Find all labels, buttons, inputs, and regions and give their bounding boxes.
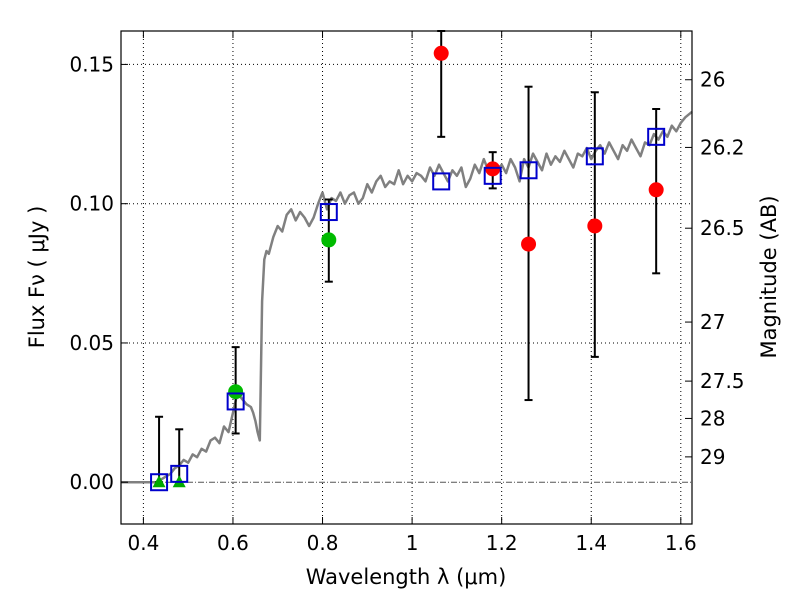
- model-photometry-square: [150, 473, 169, 492]
- y-tick-label: 0.10: [69, 192, 114, 216]
- y2-axis-label: Magnitude (AB): [757, 195, 781, 358]
- magnitude-tick-label: 29: [700, 445, 725, 469]
- magnitude-tick-label: 26: [700, 68, 725, 92]
- green-data-point: [321, 232, 337, 248]
- upper-limit-triangle: [152, 475, 166, 488]
- red-data-point: [587, 218, 603, 234]
- plot-frame: [120, 30, 693, 525]
- red-data-point: [485, 161, 501, 177]
- model-photometry-square: [647, 127, 666, 146]
- x-tick-label: 1.6: [665, 531, 697, 555]
- red-data-point: [648, 182, 664, 198]
- x-tick-label: 0.4: [127, 531, 159, 555]
- model-photometry-square: [483, 166, 502, 185]
- y-tick-label: 0.05: [69, 331, 114, 355]
- magnitude-tick-label: 28: [700, 406, 725, 430]
- x-tick-label: 0.8: [307, 531, 339, 555]
- magnitude-tick-label: 26.5: [700, 216, 745, 240]
- magnitude-tick-label: 27: [700, 310, 725, 334]
- model-sed-line: [121, 110, 693, 484]
- model-photometry-square: [319, 203, 338, 222]
- model-photometry-square: [519, 161, 538, 180]
- model-photometry-square: [432, 172, 451, 191]
- y-axis-label: Flux Fν ( μJy ): [25, 206, 49, 349]
- magnitude-tick-label: 27.5: [700, 369, 745, 393]
- red-data-point: [433, 45, 449, 61]
- model-photometry-square: [170, 464, 189, 483]
- x-tick-label: 1.2: [486, 531, 518, 555]
- axis-ticks: 0.4 0.6 0.8 1 1.2 1.4 1.6 0.00 0.05 0.10 0.15 26 26.…: [69, 31, 745, 555]
- x-axis-label: Wavelength λ (μm): [306, 565, 507, 589]
- model-photometry-square: [585, 147, 604, 166]
- magnitude-tick-label: 26.2: [700, 135, 745, 159]
- grid-lines: [121, 31, 692, 524]
- x-tick-label: 1.4: [575, 531, 607, 555]
- y-tick-label: 0.15: [69, 52, 114, 76]
- axes-frame: [120, 30, 693, 525]
- red-data-point: [521, 236, 537, 252]
- green-data-point: [228, 384, 244, 400]
- model-photometry-square: [226, 392, 245, 411]
- x-tick-label: 0.6: [217, 531, 249, 555]
- plot-area: [121, 30, 693, 492]
- x-tick-label: 1: [406, 531, 419, 555]
- y-tick-label: 0.00: [69, 470, 114, 494]
